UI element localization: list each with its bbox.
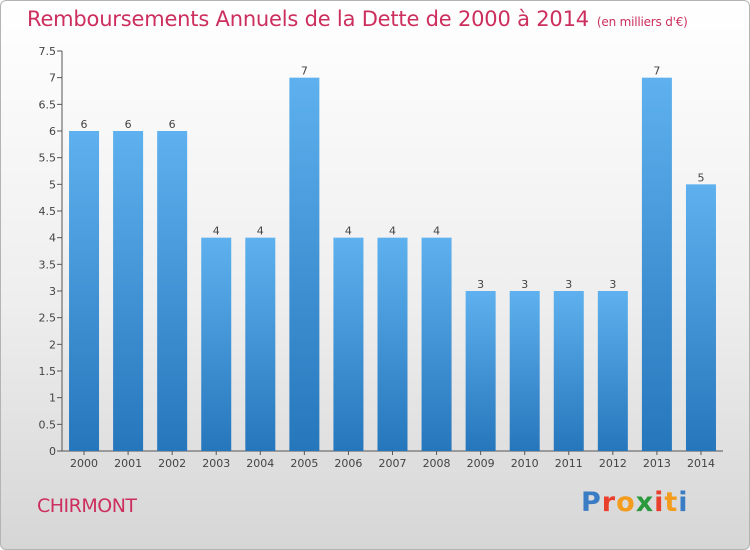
y-tick-label: 3.5 <box>39 258 57 271</box>
bar-value-label: 6 <box>125 118 132 131</box>
bar-value-label: 3 <box>565 278 572 291</box>
bar-value-label: 3 <box>477 278 484 291</box>
x-tick-label: 2009 <box>467 457 495 470</box>
logo-letter: P <box>581 487 602 518</box>
bar-value-label: 7 <box>653 65 660 78</box>
y-tick-label: 5 <box>49 178 56 191</box>
bar <box>69 131 100 451</box>
bar-value-label: 5 <box>697 171 704 184</box>
y-tick-label: 7.5 <box>39 45 57 58</box>
logo-letter: o <box>616 487 636 518</box>
x-tick-label: 2004 <box>246 457 274 470</box>
bar-value-label: 4 <box>345 225 352 238</box>
bar-value-label: 4 <box>213 225 220 238</box>
place-name: CHIRMONT <box>37 495 137 517</box>
y-tick-label: 1.5 <box>39 365 57 378</box>
y-tick-label: 5.5 <box>39 152 57 165</box>
x-tick-label: 2010 <box>511 457 539 470</box>
y-tick-label: 2.5 <box>39 312 57 325</box>
x-tick-label: 2011 <box>555 457 583 470</box>
bar-value-label: 6 <box>81 118 88 131</box>
bar-value-label: 7 <box>301 65 308 78</box>
bar <box>597 291 628 451</box>
x-tick-label: 2006 <box>334 457 362 470</box>
chart-title-text: Remboursements Annuels de la Dette de 20… <box>27 7 589 31</box>
x-tick-label: 2007 <box>379 457 407 470</box>
bar <box>113 131 144 451</box>
bar <box>553 291 584 451</box>
y-tick-label: 0 <box>49 445 56 458</box>
y-tick-label: 4.5 <box>39 205 57 218</box>
bar-value-label: 4 <box>257 225 264 238</box>
proxiti-logo: Proxiti <box>581 487 689 518</box>
x-tick-label: 2005 <box>290 457 318 470</box>
x-tick-label: 2012 <box>599 457 627 470</box>
bar-value-label: 4 <box>389 225 396 238</box>
bar <box>421 237 452 451</box>
x-tick-label: 2003 <box>202 457 230 470</box>
logo-letter: t <box>664 487 679 518</box>
y-tick-label: 3 <box>49 285 56 298</box>
axis-layer: 0 0.5 1 1.5 2 2.5 3 3.5 4 4.5 5 5.5 6 6.5 7 7.5 2000 2001… <box>39 45 723 470</box>
y-tick-label: 1 <box>49 392 56 405</box>
bar <box>509 291 540 451</box>
bar-layer: 6 6 6 4 4 7 4 4 4 3 3 3 3 7 5 <box>69 65 716 452</box>
x-tick-label: 2002 <box>158 457 186 470</box>
bar <box>201 237 232 451</box>
bar <box>685 184 716 452</box>
x-tick-label: 2008 <box>423 457 451 470</box>
bar <box>289 77 320 452</box>
logo-letter: i <box>678 487 689 518</box>
x-tick-label: 2000 <box>70 457 98 470</box>
x-tick-label: 2013 <box>643 457 671 470</box>
bar-value-label: 4 <box>433 225 440 238</box>
chart-title-unit: (en milliers d'€) <box>596 15 688 29</box>
y-tick-label: 2 <box>49 338 56 351</box>
bar <box>465 291 496 451</box>
y-tick-label: 0.5 <box>39 418 57 431</box>
bar-value-label: 6 <box>169 118 176 131</box>
bar <box>245 237 276 451</box>
bar-value-label: 3 <box>609 278 616 291</box>
y-tick-label: 6.5 <box>39 98 57 111</box>
x-tick-label: 2014 <box>687 457 715 470</box>
y-tick-label: 7 <box>49 72 56 85</box>
bar <box>641 77 672 452</box>
logo-letter: i <box>654 487 665 518</box>
logo-letter: x <box>635 487 655 518</box>
bar <box>157 131 188 451</box>
bar <box>333 237 364 451</box>
y-tick-label: 6 <box>49 125 56 138</box>
chart-title: Remboursements Annuels de la Dette de 20… <box>27 7 688 31</box>
logo-letter: r <box>601 487 617 518</box>
bar-value-label: 3 <box>521 278 528 291</box>
x-tick-label: 2001 <box>114 457 142 470</box>
bar <box>377 237 408 451</box>
y-tick-label: 4 <box>49 232 56 245</box>
